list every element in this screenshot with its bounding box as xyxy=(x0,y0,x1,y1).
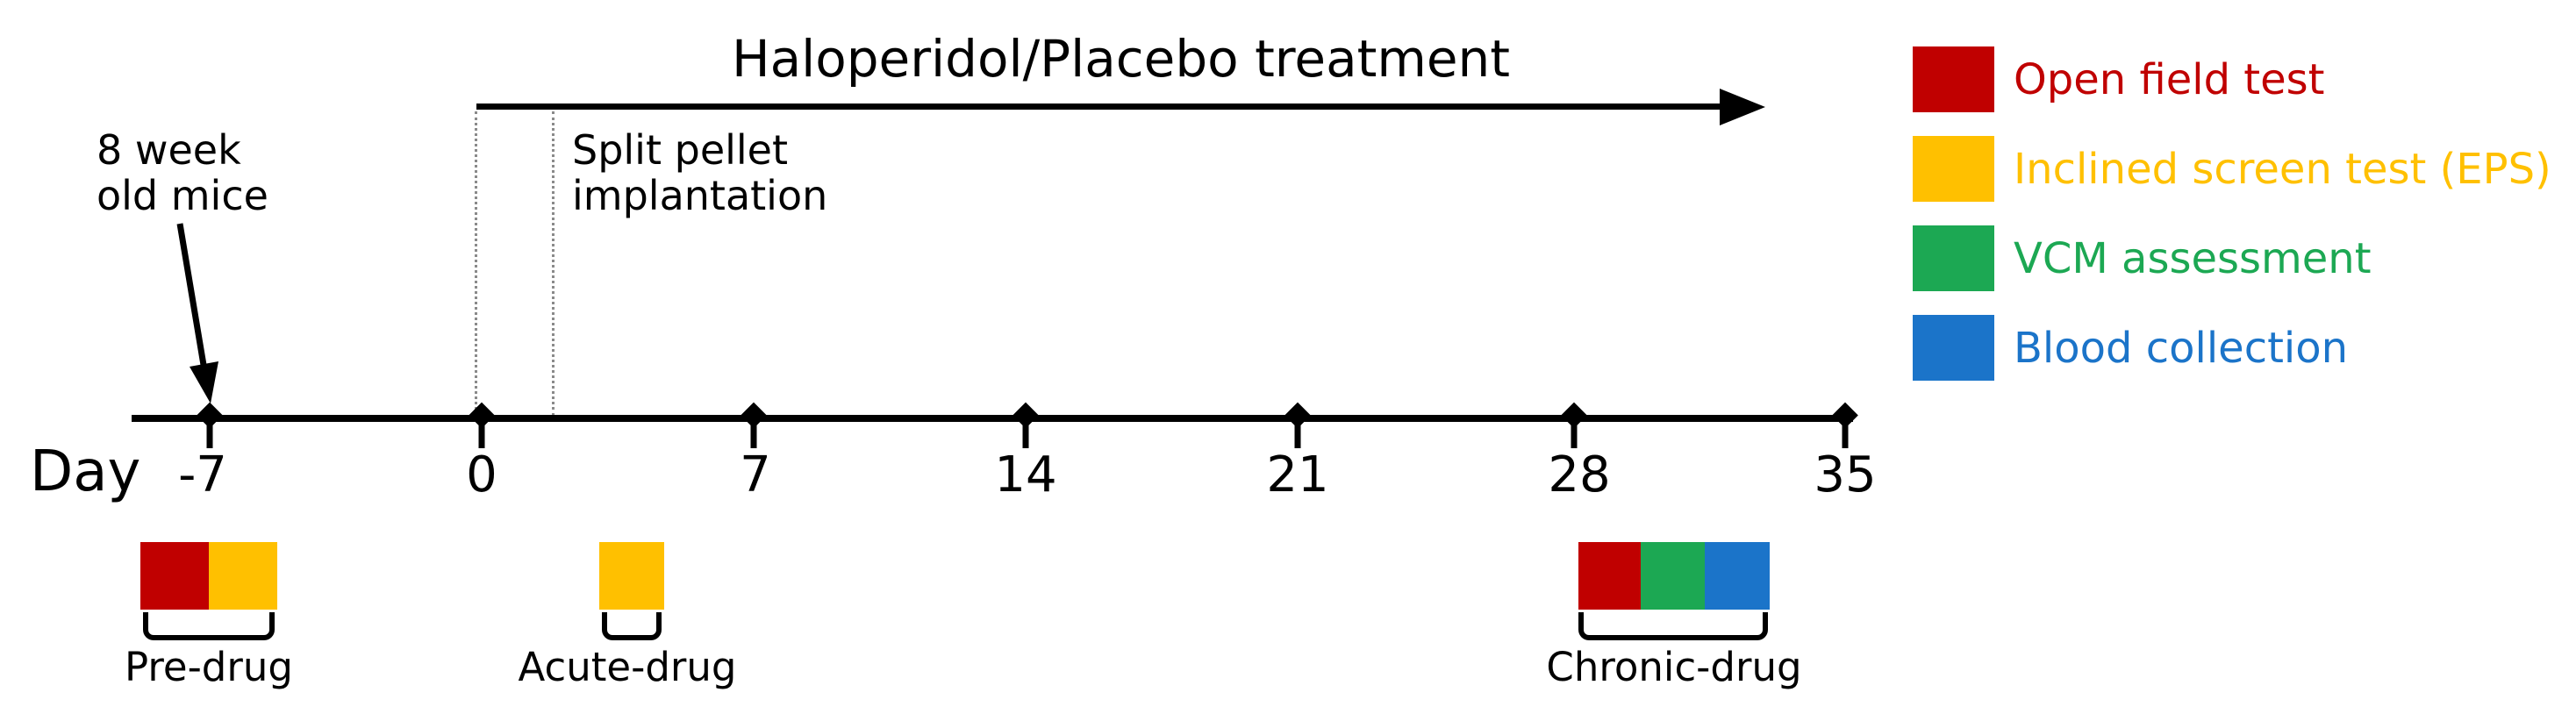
blood-swatch-icon xyxy=(1913,315,1994,381)
pre-drug-label: Pre-drug xyxy=(125,644,293,690)
pre-drug-open-field-box xyxy=(140,542,209,610)
pre-drug-bracket xyxy=(143,612,275,640)
legend-item-blood: Blood collection xyxy=(1913,315,2348,381)
acute-drug-bracket xyxy=(602,612,662,640)
open-field-swatch-icon xyxy=(1913,46,1994,112)
treatment-arrow-head-icon xyxy=(1720,89,1765,125)
tick-label-7: 7 xyxy=(740,446,771,503)
tick-day-14 xyxy=(1022,416,1029,448)
tick-day--7 xyxy=(206,416,213,448)
dotted-line-day0 xyxy=(475,111,477,416)
legend-item-inclined-screen: Inclined screen test (EPS) xyxy=(1913,136,2551,202)
legend-label-open-field: Open field test xyxy=(2014,54,2325,104)
mice-age-line2: old mice xyxy=(97,171,268,219)
tick-label-21: 21 xyxy=(1266,446,1329,503)
mice-age-line1: 8 week xyxy=(97,126,241,174)
tick-label--7: -7 xyxy=(178,446,227,503)
pellet-line1: Split pellet xyxy=(572,126,789,174)
chronic-drug-label: Chronic-drug xyxy=(1546,644,1802,690)
chronic-drug-vcm-box xyxy=(1641,542,1705,610)
pre-drug-inclined-screen-box xyxy=(209,542,277,610)
chronic-drug-blood-box xyxy=(1705,542,1770,610)
dotted-line-pellet-split xyxy=(552,111,555,416)
timeline-axis xyxy=(132,415,1853,422)
treatment-title: Haloperidol/Placebo treatment xyxy=(731,29,1511,89)
mice-age-annotation: 8 week old mice xyxy=(97,126,268,219)
legend-label-inclined-screen: Inclined screen test (EPS) xyxy=(2014,144,2551,194)
tick-label-0: 0 xyxy=(466,446,497,503)
acute-drug-inclined-screen-box xyxy=(599,542,664,610)
legend-label-blood: Blood collection xyxy=(2014,323,2349,373)
acute-drug-label: Acute-drug xyxy=(518,644,737,690)
tick-day-21 xyxy=(1294,416,1301,448)
axis-label-day: Day xyxy=(30,439,141,504)
tick-day-28 xyxy=(1571,416,1578,448)
legend-label-vcm: VCM assessment xyxy=(2014,233,2372,283)
tick-label-35: 35 xyxy=(1814,446,1877,503)
chronic-drug-open-field-box xyxy=(1578,542,1641,610)
tick-day-35 xyxy=(1842,416,1849,448)
pellet-line2: implantation xyxy=(572,171,828,219)
treatment-arrow-line xyxy=(476,104,1722,110)
inclined-screen-swatch-icon xyxy=(1913,136,1994,202)
pellet-annotation: Split pellet implantation xyxy=(572,126,828,219)
legend-item-open-field: Open field test xyxy=(1913,46,2324,112)
tick-label-14: 14 xyxy=(994,446,1057,503)
tick-day-0 xyxy=(478,416,485,448)
tick-day-7 xyxy=(750,416,757,448)
chronic-drug-bracket xyxy=(1578,612,1768,640)
legend-item-vcm: VCM assessment xyxy=(1913,225,2372,291)
tick-label-28: 28 xyxy=(1548,446,1611,503)
vcm-swatch-icon xyxy=(1913,225,1994,291)
